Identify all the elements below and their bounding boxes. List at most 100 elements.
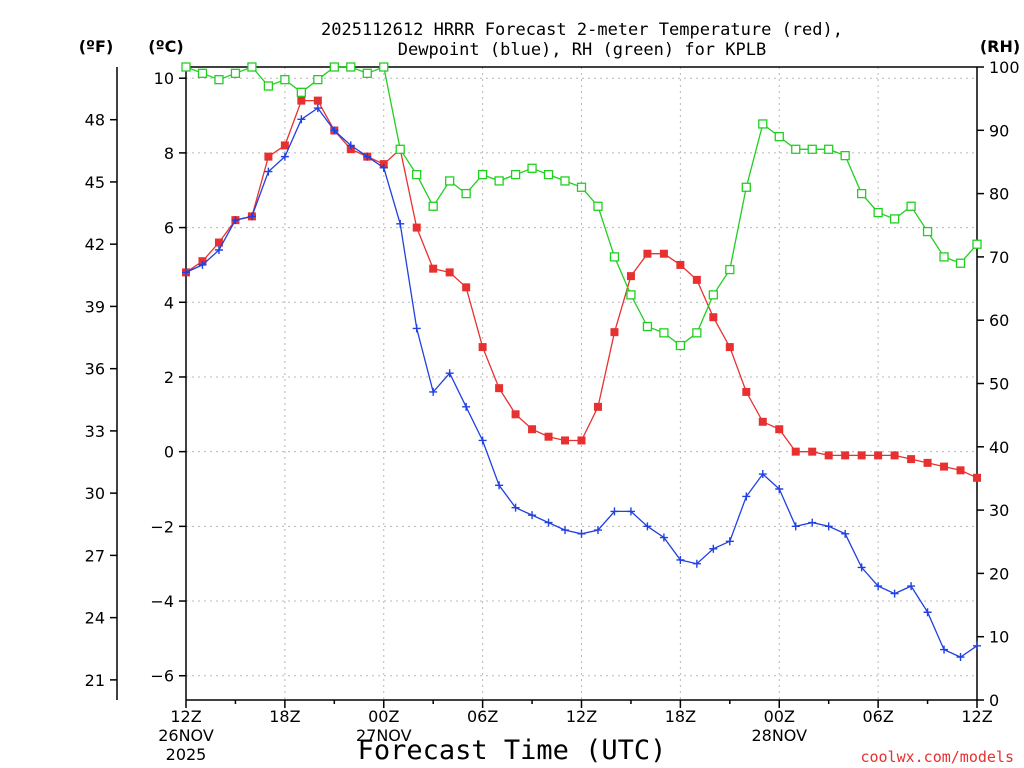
temperature-point xyxy=(511,410,520,419)
temperature-point xyxy=(824,451,833,460)
rh-point xyxy=(955,258,966,268)
celsius-tick-label: 10 xyxy=(154,69,174,88)
rh-point xyxy=(906,201,916,211)
dewpoint-point xyxy=(643,522,652,531)
axes: −6−4−20246810212427303336394245480102030… xyxy=(85,58,1020,764)
rh-tick-label: 90 xyxy=(989,121,1009,140)
x-tick-label: 06Z xyxy=(862,707,893,726)
dewpoint-point xyxy=(247,212,256,221)
temperature-point xyxy=(758,417,767,426)
dewpoint-point xyxy=(429,387,438,396)
rh-point xyxy=(593,201,603,211)
celsius-tick-label: 6 xyxy=(164,219,174,238)
rh-point xyxy=(346,62,356,72)
temperature-point xyxy=(313,96,322,105)
dewpoint-point xyxy=(791,522,800,531)
rh-point xyxy=(181,62,191,72)
rh-unit-label: (RH) xyxy=(980,37,1020,56)
celsius-tick-label: 4 xyxy=(164,293,174,312)
series-layer xyxy=(181,62,982,662)
temperature-point xyxy=(808,447,817,456)
rh-tick-label: 50 xyxy=(989,375,1009,394)
rh-point xyxy=(725,264,735,275)
dewpoint-point xyxy=(198,260,207,269)
temperature-point xyxy=(841,451,850,460)
temperature-point xyxy=(973,473,981,482)
dewpoint-point xyxy=(676,555,685,564)
temperature-point xyxy=(676,260,685,269)
rh-point xyxy=(329,62,339,72)
dewpoint-point xyxy=(742,492,751,501)
temperature-point xyxy=(692,275,701,284)
fahrenheit-tick-label: 27 xyxy=(85,546,105,565)
x-tick-label: 18Z xyxy=(269,707,300,726)
dewpoint-point xyxy=(511,503,520,512)
rh-point xyxy=(791,144,801,154)
dewpoint-point xyxy=(363,152,372,161)
rh-point xyxy=(362,68,372,78)
dewpoint-point xyxy=(758,470,767,479)
fahrenheit-tick-label: 45 xyxy=(85,173,105,192)
temperature-point xyxy=(709,313,718,322)
rh-tick-label: 0 xyxy=(989,691,999,710)
celsius-tick-label: −2 xyxy=(150,517,174,536)
rh-point xyxy=(939,252,949,262)
celsius-tick-label: −4 xyxy=(150,592,174,611)
temperature-point xyxy=(544,432,553,441)
rh-tick-label: 100 xyxy=(989,58,1020,77)
temperature-point xyxy=(643,249,652,258)
dewpoint-point xyxy=(297,115,306,124)
rh-point xyxy=(395,144,405,154)
rh-point xyxy=(280,75,290,85)
dewpoint-point xyxy=(561,526,570,535)
temperature-point xyxy=(462,283,471,292)
dewpoint-point xyxy=(692,559,701,568)
x-tick-label: 12Z xyxy=(566,707,597,726)
dewpoint-point xyxy=(577,529,586,538)
temperature-point xyxy=(775,425,784,434)
dewpoint-point xyxy=(857,563,866,572)
temperature-point xyxy=(907,455,916,464)
dewpoint-point xyxy=(593,526,602,535)
rh-point xyxy=(296,87,307,97)
fahrenheit-tick-label: 39 xyxy=(85,297,105,316)
dewpoint-point xyxy=(330,126,339,135)
celsius-tick-label: −6 xyxy=(150,667,174,686)
rh-point xyxy=(873,207,883,218)
rh-point xyxy=(922,226,933,237)
x-tick-label: 06Z xyxy=(467,707,498,726)
rh-point xyxy=(741,182,751,192)
rh-point xyxy=(428,201,438,211)
x-tick-label: 00Z xyxy=(764,707,795,726)
rh-point xyxy=(230,68,241,78)
dewpoint-point xyxy=(610,507,619,516)
dewpoint-point xyxy=(973,641,981,650)
dewpoint-point xyxy=(709,544,718,553)
rh-point xyxy=(609,252,620,262)
celsius-tick-label: 0 xyxy=(164,443,174,462)
dewpoint-point xyxy=(445,369,454,378)
rh-point xyxy=(379,62,389,72)
temperature-point xyxy=(577,436,586,445)
fahrenheit-tick-label: 30 xyxy=(85,484,105,503)
dewpoint-point xyxy=(659,533,668,542)
rh-point xyxy=(197,68,208,78)
dewpoint-point xyxy=(890,589,899,598)
temperature-point xyxy=(445,268,454,277)
dewpoint-point xyxy=(841,529,850,538)
rh-point xyxy=(445,176,455,186)
dewpoint-point xyxy=(280,152,289,161)
x-tick-label: 00Z xyxy=(368,707,399,726)
x-tick-date-label: 27NOV xyxy=(356,726,412,745)
rh-point xyxy=(626,290,636,300)
chart-title-line2: Dewpoint (blue), RH (green) for KPLB xyxy=(398,40,766,60)
dewpoint-point xyxy=(775,485,784,493)
rh-point xyxy=(263,81,274,91)
dewpoint-point xyxy=(544,518,553,527)
rh-point xyxy=(247,62,257,72)
rh-point xyxy=(692,328,702,338)
x-tick-label: 12Z xyxy=(170,707,201,726)
temperature-point xyxy=(528,425,537,434)
rh-point xyxy=(576,182,587,192)
rh-point xyxy=(774,131,784,142)
